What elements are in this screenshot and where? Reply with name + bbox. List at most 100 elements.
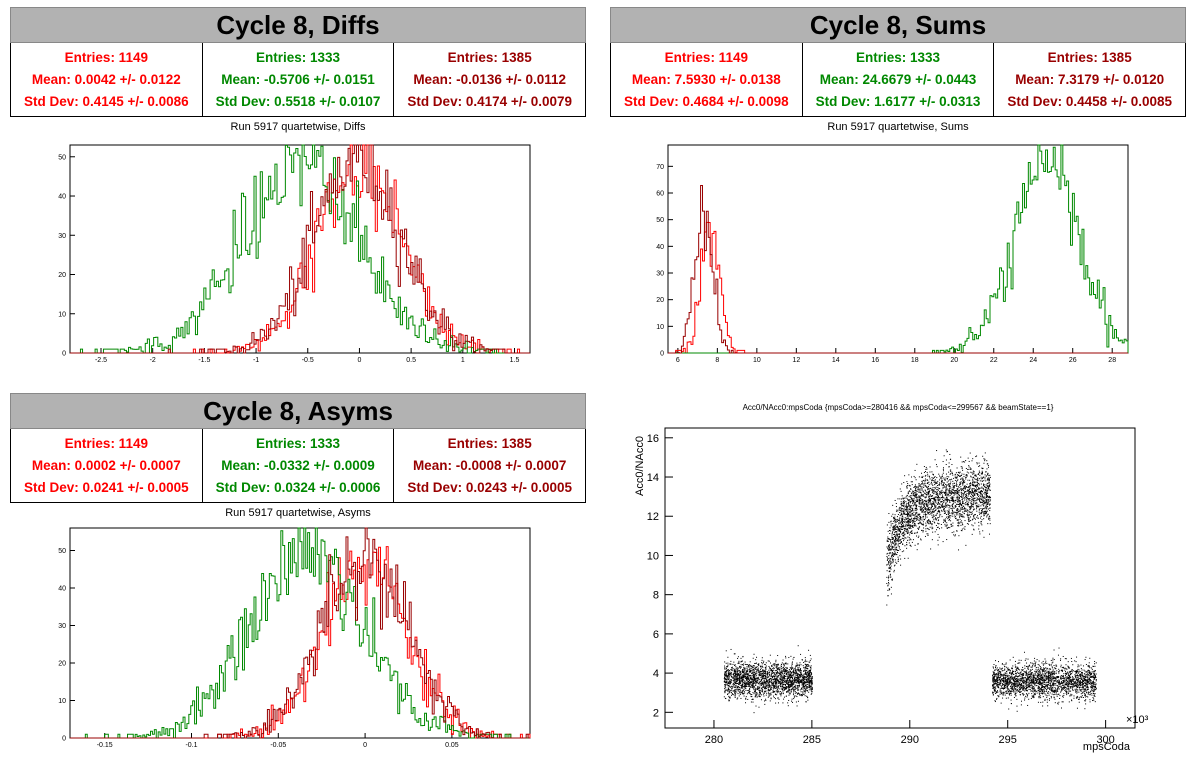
scatter-point — [788, 688, 790, 690]
scatter-point — [925, 500, 927, 502]
scatter-point — [783, 680, 785, 682]
scatter-point — [900, 526, 902, 528]
scatter-point — [890, 544, 892, 546]
scatter-point — [741, 692, 743, 694]
scatter-point — [930, 495, 932, 497]
scatter-point — [749, 665, 751, 667]
scatter-point — [782, 672, 784, 674]
scatter-point — [765, 666, 767, 668]
scatter-point — [762, 682, 764, 684]
scatter-point — [972, 476, 974, 478]
scatter-point — [748, 678, 750, 680]
scatter-point — [984, 476, 986, 478]
scatter-point — [962, 478, 964, 480]
scatter-point — [735, 680, 737, 682]
scatter-point — [769, 662, 771, 664]
scatter-point — [904, 533, 906, 535]
scatter-point — [953, 512, 955, 514]
scatter-point — [756, 688, 758, 690]
scatter-point — [772, 690, 774, 692]
scatter-point — [922, 490, 924, 492]
scatter-point — [724, 667, 726, 669]
scatter-point — [777, 670, 779, 672]
scatter-point — [915, 507, 917, 509]
scatter-point — [739, 683, 741, 685]
scatter-point — [912, 521, 914, 523]
scatter-point — [947, 499, 949, 501]
scatter-point — [931, 483, 933, 485]
scatter-point — [777, 668, 779, 670]
scatter-point — [896, 549, 898, 551]
scatter-point — [980, 472, 982, 474]
scatter-point — [776, 677, 778, 679]
scatter-point — [749, 682, 751, 684]
scatter-point — [909, 532, 911, 534]
scatter-point — [941, 503, 943, 505]
scatter-point — [785, 671, 787, 673]
scatter-point — [928, 507, 930, 509]
scatter-point — [760, 667, 762, 669]
scatter-point — [908, 532, 910, 534]
scatter-point — [914, 484, 916, 486]
scatter-point — [899, 528, 901, 530]
scatter-point — [912, 490, 914, 492]
scatter-point — [758, 681, 760, 683]
scatter-point — [909, 505, 911, 507]
scatter-point — [942, 482, 944, 484]
scatter-point — [727, 693, 729, 695]
scatter-point — [985, 511, 987, 513]
scatter-point — [934, 459, 936, 461]
scatter-point — [740, 670, 742, 672]
scatter-point — [742, 679, 744, 681]
scatter-point — [906, 531, 908, 533]
scatter-point — [917, 543, 919, 545]
scatter-point — [976, 484, 978, 486]
scatter-point — [734, 678, 736, 680]
scatter-point — [977, 482, 979, 484]
scatter-point — [897, 558, 899, 560]
scatter-point — [921, 523, 923, 525]
scatter-point — [793, 676, 795, 678]
scatter-point — [786, 691, 788, 693]
scatter-point — [787, 670, 789, 672]
scatter-point — [957, 510, 959, 512]
scatter-point — [986, 508, 988, 510]
scatter-point — [791, 685, 793, 687]
scatter-point — [938, 528, 940, 530]
scatter-point — [758, 670, 760, 672]
scatter-point — [765, 670, 767, 672]
scatter-point — [899, 531, 901, 533]
scatter-point — [754, 666, 756, 668]
scatter-point — [801, 694, 803, 696]
scatter-point — [973, 517, 975, 519]
scatter-point — [964, 509, 966, 511]
scatter-point — [727, 665, 729, 667]
scatter-point — [770, 686, 772, 688]
scatter-point — [899, 529, 901, 531]
scatter-point — [914, 516, 916, 518]
scatter-point — [937, 487, 939, 489]
scatter-point — [944, 498, 946, 500]
scatter-point — [959, 503, 961, 505]
scatter-point — [953, 507, 955, 509]
scatter-point — [922, 480, 924, 482]
scatter-point — [781, 692, 783, 694]
scatter-point — [963, 491, 965, 493]
scatter-point — [912, 509, 914, 511]
scatter-point — [911, 481, 913, 483]
scatter-point — [753, 675, 755, 677]
scatter-point — [903, 502, 905, 504]
scatter-point — [943, 509, 945, 511]
scatter-point — [805, 679, 807, 681]
scatter-point — [981, 511, 983, 513]
scatter-point — [937, 509, 939, 511]
scatter-point — [740, 684, 742, 686]
scatter-point — [983, 496, 985, 498]
scatter-point — [898, 547, 900, 549]
scatter-point — [963, 505, 965, 507]
scatter-point — [975, 489, 977, 491]
scatter-point — [962, 502, 964, 504]
scatter-point — [902, 508, 904, 510]
scatter-point — [916, 535, 918, 537]
scatter-point — [981, 501, 983, 503]
